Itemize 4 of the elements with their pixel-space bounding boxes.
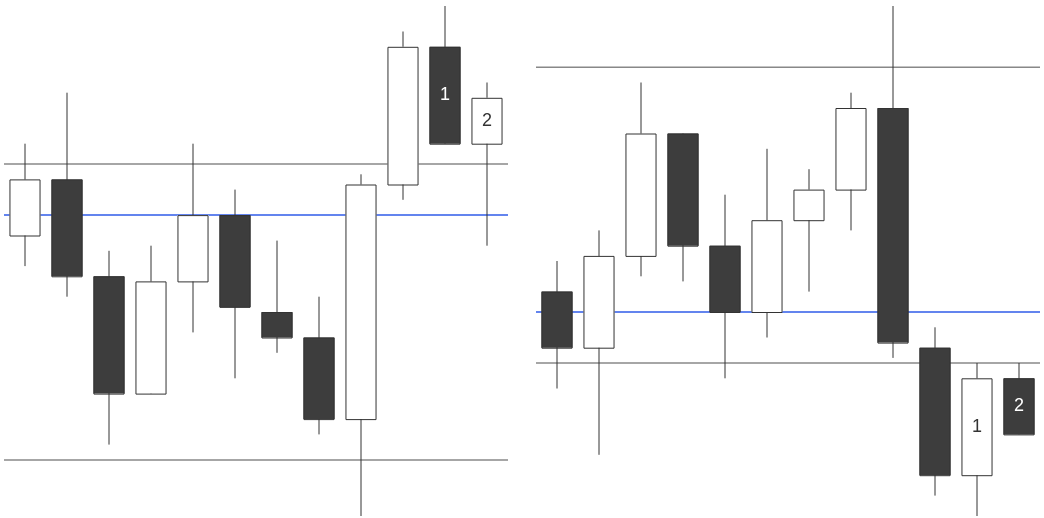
text: 1 <box>971 415 983 436</box>
text: 1 <box>439 84 451 105</box>
text: 2 <box>1013 395 1025 416</box>
text: 2 <box>481 109 493 130</box>
